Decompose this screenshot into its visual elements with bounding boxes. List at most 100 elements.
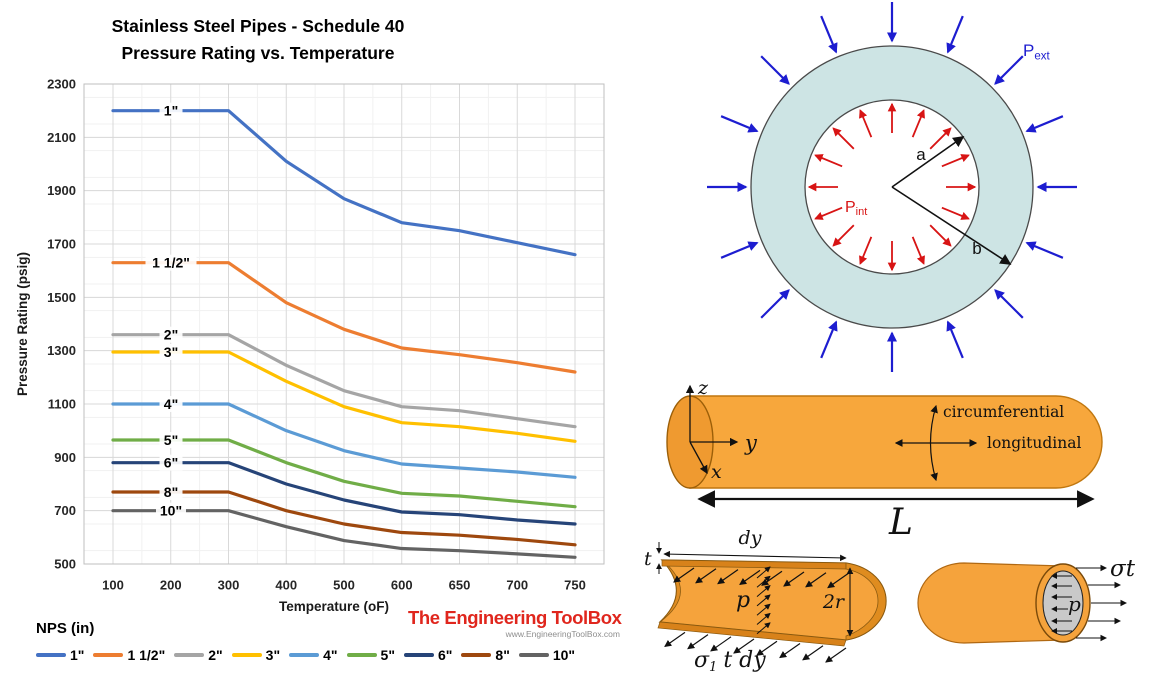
circumferential-label: circumferential — [943, 403, 1064, 421]
shear-arrow-bottom — [825, 647, 847, 663]
x-tick-label: 750 — [564, 578, 586, 593]
internal-pressure-arrow — [929, 127, 952, 150]
x-tick-label: 650 — [449, 578, 471, 593]
legend-entry-8: 10" — [518, 647, 576, 663]
stress-label: σt — [1110, 556, 1136, 582]
series-label-2: 2" — [164, 326, 178, 342]
outer-radius-label: b — [972, 239, 981, 258]
x-tick-label: 700 — [506, 578, 528, 593]
y-axis-title: Pressure Rating (psig) — [15, 252, 30, 396]
dy-dimension-arrow — [663, 550, 847, 562]
stress-force-label: σ1 t dy — [694, 648, 766, 675]
external-pressure-arrow — [994, 289, 1024, 319]
y-tick-label: 1300 — [47, 343, 76, 358]
shear-arrow-top — [695, 568, 717, 584]
dy-dimension-label: dy — [739, 528, 762, 549]
pressure-arrow — [756, 603, 771, 616]
legend-swatch-7 — [461, 652, 492, 658]
inner-radius-arrow — [891, 136, 965, 188]
external-pressure-arrow — [1025, 241, 1064, 259]
legend-swatch-8 — [518, 652, 549, 658]
legend-entry-6: 6" — [403, 647, 453, 663]
legend-label-2: 2" — [208, 647, 223, 663]
series-line-4 — [111, 402, 577, 479]
longitudinal-label: longitudinal — [987, 434, 1081, 452]
legend-entry-0: 1" — [36, 647, 84, 663]
x-tick-label: 200 — [160, 578, 182, 593]
y-tick-label: 2100 — [47, 130, 76, 145]
cylinder-axes-diagram: z y x circumferential longitudinal L — [666, 377, 1103, 541]
internal-pressure-label: Pint — [845, 199, 867, 218]
length-label: L — [888, 502, 913, 541]
internal-pressure-arrow — [929, 224, 952, 247]
series-line-2 — [111, 333, 577, 429]
shear-arrow-top — [805, 572, 827, 588]
shear-arrow-bottom — [664, 631, 686, 647]
legend-label-7: 8" — [495, 647, 510, 663]
series-label-bg-3 — [159, 344, 183, 360]
series-label-bg-1 — [145, 254, 197, 271]
legend-label-1: 1 1/2" — [127, 647, 166, 663]
external-pressure-arrow — [820, 320, 838, 359]
pressure-arrow — [756, 612, 771, 625]
pressure-rating-chart: 1" 1 1/2" 2" 3" 4" 5" 6" 8" 10" 500 700 900 1100 130… — [15, 16, 605, 614]
y-tick-label: 500 — [54, 557, 76, 572]
shear-arrow-top — [717, 569, 739, 585]
legend-title: NPS (in) — [36, 620, 95, 637]
legend-swatch-0 — [36, 652, 66, 658]
internal-pressure-arrow — [814, 206, 843, 220]
legend-swatch-5 — [346, 652, 377, 658]
external-pressure-arrow — [820, 15, 838, 54]
legend-entry-5: 5" — [346, 647, 395, 663]
x-tick-label: 400 — [275, 578, 297, 593]
external-pressure-arrow — [720, 115, 759, 133]
internal-pressure-arrow — [941, 154, 970, 168]
shear-arrow-top — [739, 569, 761, 586]
internal-pressure-arrow — [911, 236, 925, 265]
series-line-7 — [111, 490, 577, 547]
y-tick-label: 700 — [54, 503, 76, 518]
legend-label-5: 5" — [380, 647, 395, 663]
x-tick-label: 600 — [391, 578, 413, 593]
external-pressure-arrow — [760, 289, 790, 319]
series-label-bg-8 — [156, 502, 186, 519]
series-label-bg-0 — [159, 102, 183, 119]
brand-name: The Engineering ToolBox — [408, 607, 622, 628]
y-tick-label: 1900 — [47, 183, 76, 198]
series-line-8 — [111, 509, 577, 559]
shear-and-pressure-arrows — [664, 566, 849, 663]
series-line-5 — [111, 438, 577, 509]
brand-url: www.EngineeringToolBox.com — [505, 629, 620, 639]
external-pressure-arrow — [760, 55, 790, 85]
pressure-arrow — [756, 594, 771, 607]
external-pressure-arrow — [946, 320, 964, 359]
internal-pressure-arrow — [941, 206, 970, 220]
legend-label-3: 3" — [265, 647, 281, 663]
pressure-arrows — [707, 2, 1077, 372]
x-axis-arrow — [689, 441, 708, 475]
external-pressure-label: Pext — [1023, 41, 1050, 63]
legend-label-8: 10" — [552, 647, 576, 663]
series-label-bg-5 — [159, 432, 183, 448]
legend-entry-1: 1 1/2" — [93, 647, 165, 663]
internal-pressure-arrow — [911, 109, 925, 138]
series-label-bg-2 — [159, 326, 183, 343]
legend-label-6: 6" — [437, 647, 453, 663]
legend-entry-4: 4" — [289, 647, 338, 663]
shear-arrow-top — [761, 570, 783, 586]
series-label-bg-4 — [159, 396, 183, 412]
x-axis-label: x — [711, 461, 722, 483]
cylinder-body — [917, 562, 1064, 644]
half-pipe-bottom-wall-edge — [657, 621, 847, 647]
legend-swatch-2 — [174, 652, 205, 658]
shear-arrow-top — [673, 567, 695, 583]
series-label-7: 8" — [164, 484, 178, 500]
legend-entry-3: 3" — [231, 647, 281, 663]
shear-arrow-top — [783, 571, 805, 587]
legend-swatch-4 — [289, 652, 320, 658]
pressure-arrow — [756, 622, 771, 635]
shear-arrow-bottom — [687, 634, 709, 650]
x-tick-label: 500 — [333, 578, 355, 593]
chart-title-line2: Pressure Rating vs. Temperature — [122, 43, 395, 63]
